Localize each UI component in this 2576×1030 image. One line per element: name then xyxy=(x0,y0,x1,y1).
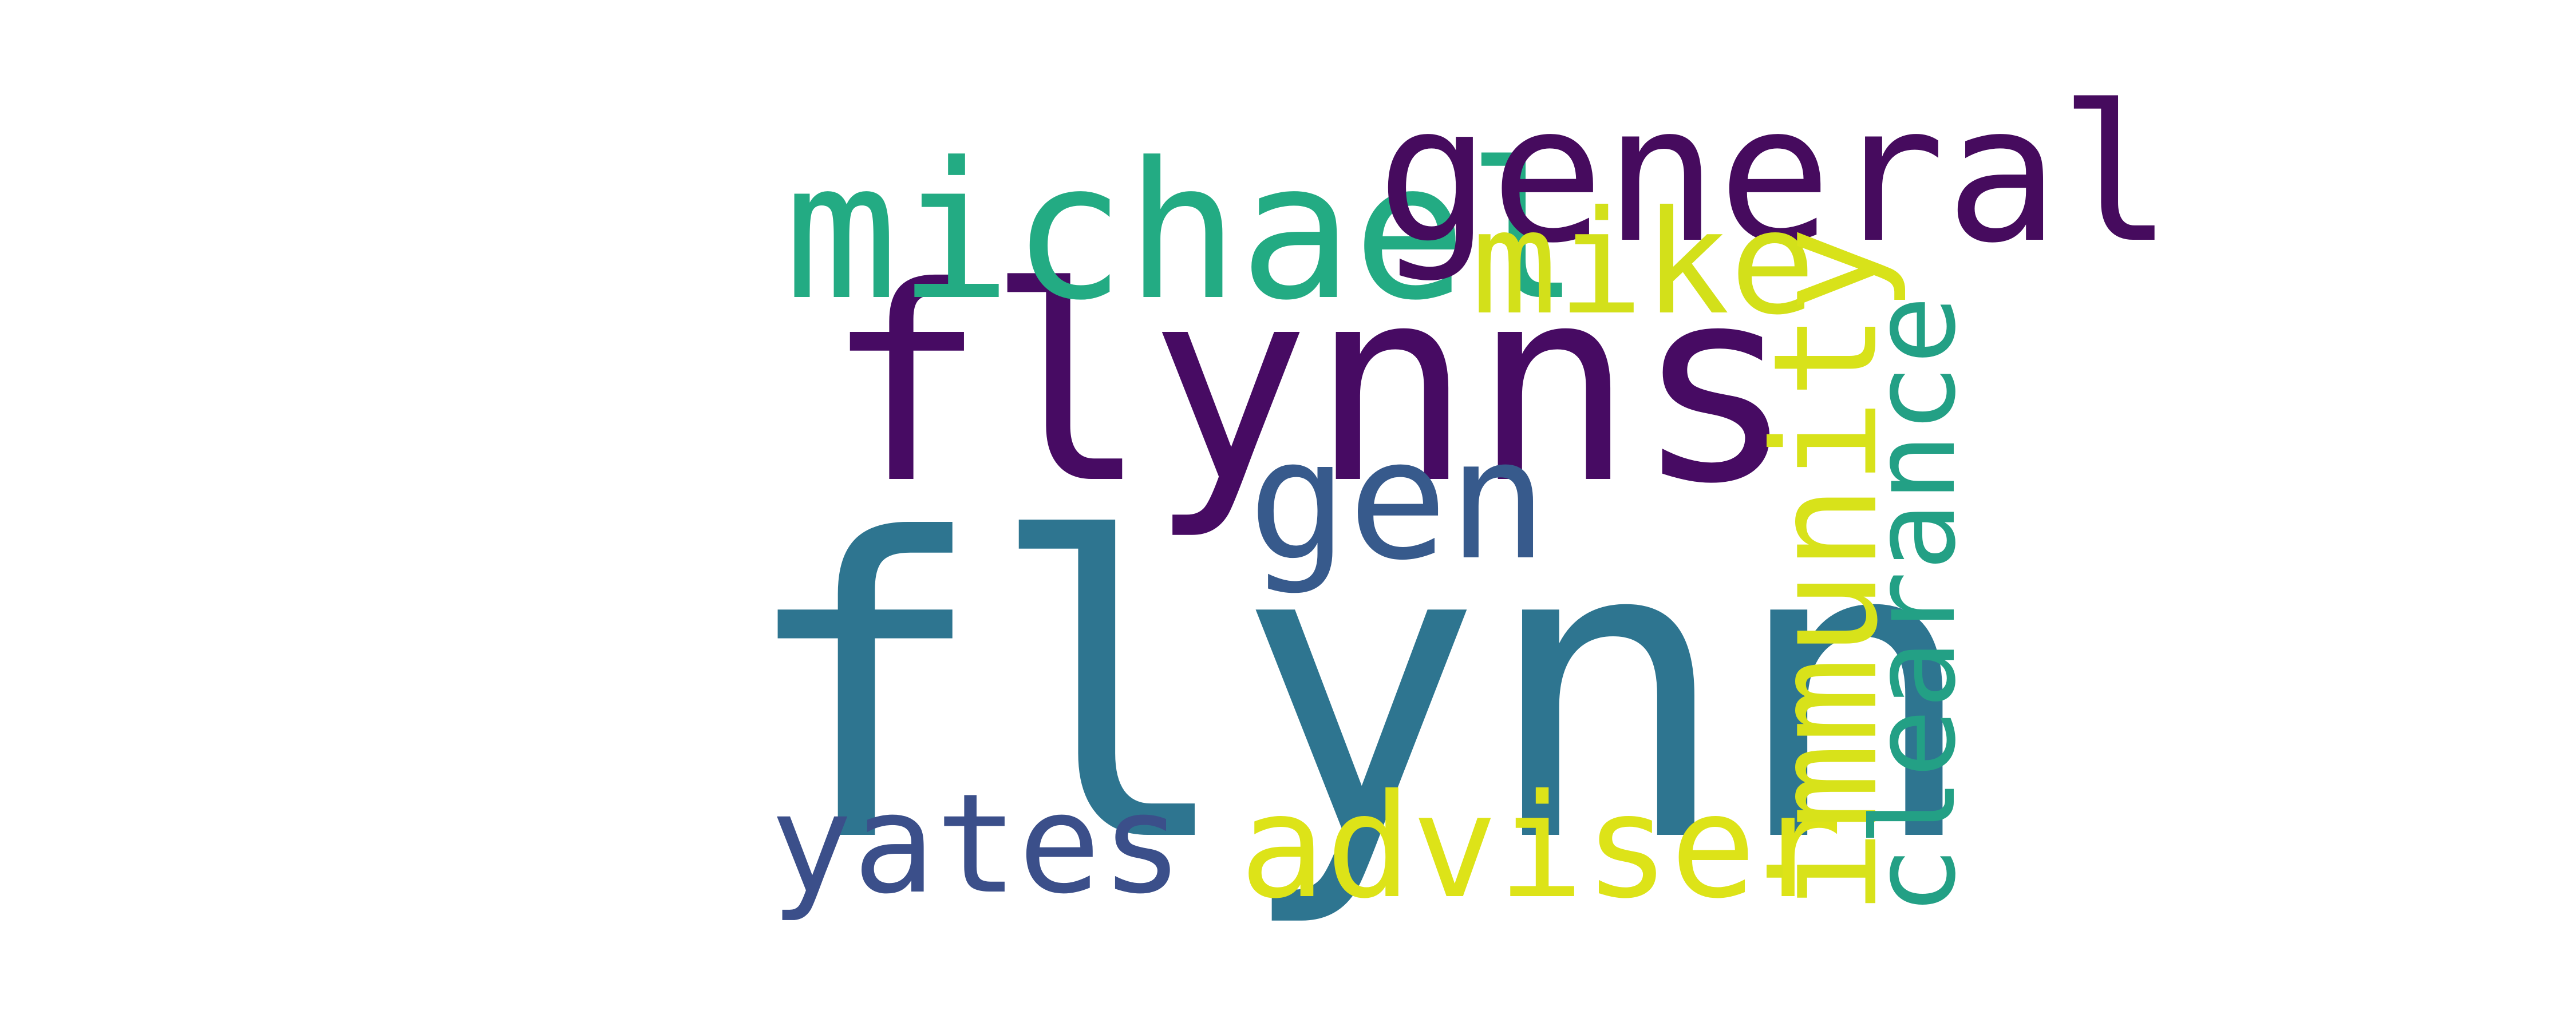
word-michael: michael xyxy=(784,122,1581,342)
word-yates: yates xyxy=(770,764,1184,924)
word-adviser: adviser xyxy=(1239,763,1843,930)
word-flynns: flynns xyxy=(824,229,1796,542)
word-general: general xyxy=(1377,65,2173,284)
word-flynn: flynn xyxy=(738,453,1980,932)
word-mike: mike xyxy=(1471,180,1816,346)
word-gen: gen xyxy=(1248,404,1548,597)
word-clearance: clearance xyxy=(1848,295,1981,916)
